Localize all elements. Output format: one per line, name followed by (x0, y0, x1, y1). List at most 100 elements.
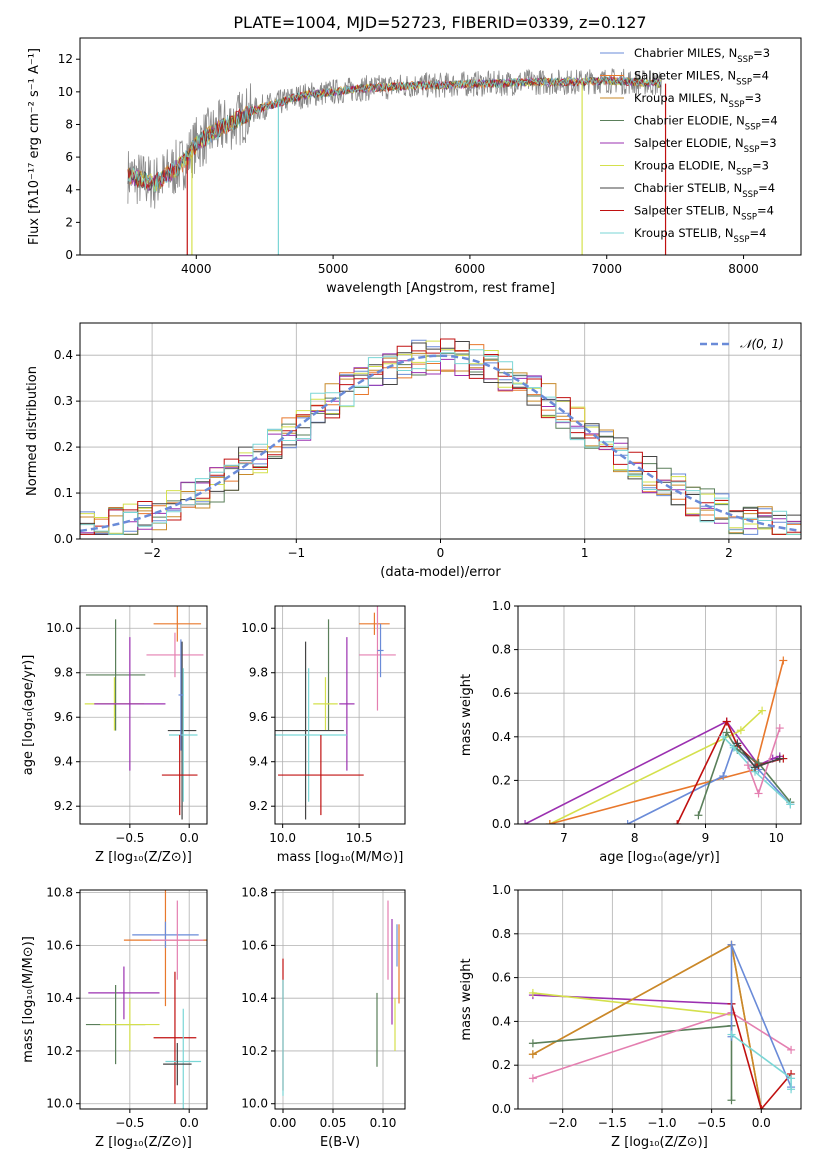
x-tick-label: 9 (702, 831, 710, 845)
y-tick-label: 9.6 (54, 710, 73, 724)
legend-entry: Kroupa STELIB, NSSP=4 (634, 226, 766, 245)
y-tick-label: 10.8 (241, 886, 268, 900)
y-tick-label: 0.2 (492, 773, 511, 787)
panel-weight-age: 7 8 9 10 0.0 0.2 0.4 0.6 0.8 1.0 age [log₁₀(age/yr… (459, 599, 802, 865)
axes-frame (274, 889, 406, 1110)
y-tick-label: 0.2 (492, 1058, 511, 1072)
y-tick-label: 9.2 (54, 799, 73, 813)
y-tick-label: 1.0 (492, 599, 511, 613)
plot-area-weight-age (518, 606, 801, 824)
x-tick-label: −0.5 (115, 831, 144, 845)
plus-marker (528, 1039, 537, 1048)
panel-age-z: −0.5 0.0 9.2 9.4 9.6 9.8 10.0 Z [log₁₀(Z/Z⊙)] ag… (21, 605, 208, 865)
axes-frame (79, 889, 208, 1110)
error-bar-point (151, 900, 204, 980)
error-bar-point (94, 637, 166, 771)
error-bar-point (132, 921, 199, 949)
y-tick-label: 9.4 (54, 755, 73, 769)
error-bar-point (178, 639, 184, 751)
plus-marker (528, 1050, 537, 1059)
error-bar-point (161, 735, 198, 816)
y-tick-label: 9.4 (249, 755, 268, 769)
y-tick-label: 9.2 (249, 799, 268, 813)
y-tick-label: 0.4 (492, 1014, 511, 1028)
x-tick-label: 5000 (318, 262, 349, 276)
panel-spectrum: 4000 5000 6000 7000 8000 0 2 4 6 8 10 12 wavelength … (27, 37, 802, 296)
legend-entry: Chabrier MILES, NSSP=3 (634, 46, 770, 65)
error-bar-point (339, 637, 355, 771)
error-bar-point (153, 606, 202, 642)
axes-frame (79, 605, 208, 825)
x-axis-label: Z [log₁₀(Z/Z⊙)] (95, 850, 192, 865)
plot-area-weight-z (518, 890, 801, 1109)
error-bar-point (169, 668, 198, 802)
x-tick-label: 8000 (728, 262, 759, 276)
plus-marker (754, 789, 763, 798)
y-tick-label: 10.0 (46, 621, 73, 635)
error-bar-point (88, 966, 160, 1020)
x-tick-label: 2 (725, 546, 733, 560)
y-tick-label: 0.6 (492, 686, 511, 700)
panels: 4000 5000 6000 7000 8000024681012wavelength … (21, 37, 802, 1150)
x-tick-label: 0.00 (270, 1116, 297, 1130)
y-tick-label: 10.0 (241, 621, 268, 635)
y-tick-label: 2 (65, 215, 73, 229)
plus-marker (727, 1096, 736, 1105)
x-tick-label: 0.0 (180, 1116, 199, 1130)
y-tick-label: 9.8 (249, 666, 268, 680)
legend-entry: Kroupa MILES, NSSP=3 (634, 91, 761, 110)
plus-marker (727, 1030, 736, 1039)
error-bar-point (278, 735, 364, 816)
y-tick-label: 0.8 (492, 643, 511, 657)
error-bar-point (167, 641, 197, 820)
plot-area-age-mass (275, 606, 405, 824)
y-tick-label: 0.8 (492, 927, 511, 941)
y-tick-label: 8 (65, 117, 73, 131)
x-tick-label: 0.10 (370, 1116, 397, 1130)
x-tick-label: 10.5 (346, 831, 373, 845)
plus-marker (729, 743, 738, 752)
y-tick-label: 10.6 (46, 938, 73, 952)
y-tick-label: 10.0 (241, 1097, 268, 1111)
plus-marker (757, 1105, 766, 1109)
x-tick-label: 4000 (181, 262, 212, 276)
residual-histogram (80, 349, 801, 535)
x-tick-label: −2.0 (548, 1116, 577, 1130)
legend-entry: Salpeter MILES, NSSP=4 (634, 69, 769, 88)
panel-mass-z: −0.5 0.0 10.0 10.2 10.4 10.6 10.8 Z [log₁₀(Z/Z⊙… (21, 886, 208, 1150)
x-tick-label: 0.05 (320, 1116, 347, 1130)
x-tick-label: 8 (631, 831, 639, 845)
model-spectrum-line (127, 75, 661, 189)
legend: Chabrier MILES, NSSP=3 Salpeter MILES, NS… (600, 46, 778, 245)
y-tick-label: 0.0 (54, 532, 73, 546)
y-tick-label: 10.2 (46, 1044, 73, 1058)
plus-marker (743, 761, 752, 770)
y-tick-label: 12 (58, 52, 73, 66)
model-spectrum-line (127, 76, 662, 192)
x-tick-label: 6000 (455, 262, 486, 276)
axes-frame (517, 889, 802, 1110)
plus-marker (722, 717, 731, 726)
plus-marker (775, 724, 784, 733)
residual-histogram (80, 341, 801, 535)
figure-title: PLATE=1004, MJD=52723, FIBERID=0339, z=0… (233, 13, 646, 32)
error-bar-point (146, 632, 204, 678)
x-tick-label: −1 (287, 546, 305, 560)
x-axis-label: wavelength [Angstrom, rest frame] (326, 281, 555, 296)
x-tick-label: −1.5 (598, 1116, 627, 1130)
plus-marker (751, 763, 760, 772)
legend-entry: 𝒩(0, 1) (740, 337, 784, 351)
x-tick-label: 0.0 (180, 831, 199, 845)
y-tick-label: 0.4 (54, 348, 73, 362)
y-tick-label: 10.4 (241, 991, 268, 1005)
y-axis-label: mass [log₁₀(M/M⊙)] (21, 936, 36, 1063)
legend-entry: Salpeter STELIB, NSSP=4 (634, 204, 774, 223)
y-tick-label: 0 (65, 248, 73, 262)
error-bar-point (359, 606, 396, 711)
y-tick-label: 0.6 (492, 971, 511, 985)
x-tick-label: −1.0 (647, 1116, 676, 1130)
mass-weight-line (722, 736, 791, 805)
y-axis-label: mass weight (459, 958, 474, 1040)
x-tick-label: 0.0 (752, 1116, 771, 1130)
plot-area-mass-ebv (275, 890, 405, 1109)
